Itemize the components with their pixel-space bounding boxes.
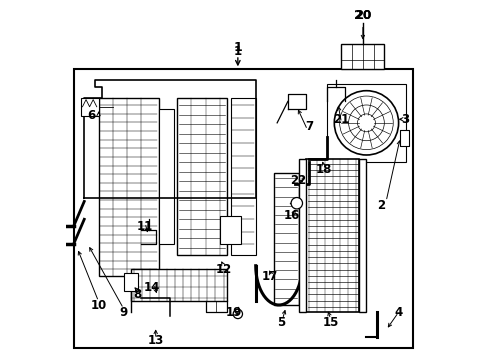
Text: 16: 16 (283, 209, 299, 222)
Text: 18: 18 (316, 163, 332, 176)
Text: 7: 7 (305, 120, 314, 133)
Circle shape (233, 309, 243, 319)
Text: 3: 3 (402, 113, 410, 126)
Bar (220, 216, 242, 244)
Text: 10: 10 (91, 298, 107, 311)
Text: 14: 14 (144, 281, 160, 294)
Bar (327, 84, 406, 162)
Text: 17: 17 (262, 270, 278, 283)
Text: 22: 22 (291, 174, 307, 186)
Text: 2: 2 (377, 198, 385, 212)
Bar (359, 158, 367, 312)
Circle shape (291, 198, 302, 209)
Bar (177, 98, 227, 255)
Bar (159, 109, 173, 244)
Bar (306, 158, 359, 312)
Bar (273, 173, 298, 305)
Bar (131, 269, 227, 301)
Bar (298, 158, 306, 312)
Text: 13: 13 (147, 334, 164, 347)
Bar (342, 44, 384, 69)
Text: 19: 19 (226, 306, 243, 319)
Text: 6: 6 (87, 109, 96, 122)
Text: 4: 4 (394, 306, 403, 319)
Text: 9: 9 (120, 306, 128, 319)
Text: 8: 8 (134, 288, 142, 301)
Circle shape (334, 91, 398, 155)
Text: 12: 12 (216, 263, 232, 276)
Text: 21: 21 (333, 113, 349, 126)
Bar (231, 98, 256, 255)
Text: 1: 1 (234, 45, 242, 58)
Bar (400, 130, 409, 146)
Text: 5: 5 (276, 316, 285, 329)
Bar (74, 69, 413, 348)
Text: 11: 11 (137, 220, 153, 233)
Text: 1: 1 (233, 41, 242, 54)
Bar (123, 273, 138, 291)
Text: 20: 20 (354, 9, 371, 22)
Bar (81, 98, 98, 116)
Text: 20: 20 (355, 9, 371, 22)
Bar (98, 98, 159, 276)
Text: 15: 15 (322, 316, 339, 329)
